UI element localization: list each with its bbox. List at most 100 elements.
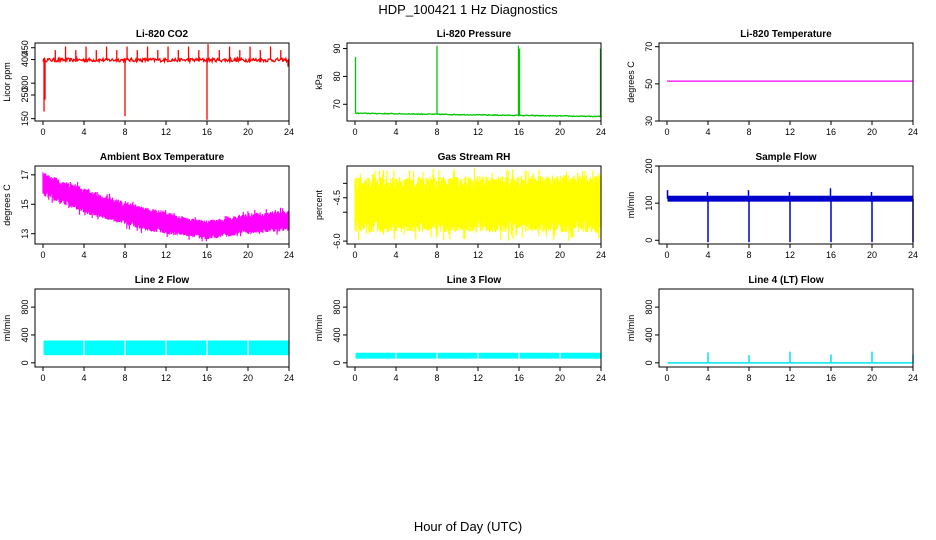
panel-6: Sample Flow ml/min 0 4 8 12 16 20 24 0 100 200	[626, 152, 918, 260]
x-tick-label: 16	[514, 250, 524, 260]
x-tick-label: 12	[473, 250, 483, 260]
x-tick-label: 8	[746, 127, 751, 137]
y-axis: 0 400 800	[644, 300, 659, 365]
y-tick-label: 450	[20, 40, 30, 55]
x-tick-label: 8	[434, 373, 439, 383]
y-axis: 0 400 800	[332, 300, 347, 365]
band-segment	[248, 340, 289, 356]
x-tick-label: 16	[202, 250, 212, 260]
panel-title: Line 2 Flow	[135, 275, 190, 286]
x-tick-label: 4	[81, 373, 86, 383]
y-tick-label: 90	[332, 44, 342, 54]
x-tick-label: 20	[555, 250, 565, 260]
plot-frame	[346, 288, 602, 368]
series	[355, 352, 601, 359]
y-axis-label: ml/min	[314, 315, 324, 342]
x-tick-label: 8	[122, 250, 127, 260]
panel-7: Line 2 Flow ml/min 0 4 8 12 16 20 24 0 400 800	[2, 275, 294, 383]
series	[354, 45, 602, 118]
x-tick-label: 8	[746, 373, 751, 383]
panel-8: Line 3 Flow ml/min 0 4 8 12 16 20 24 0 400 800	[314, 275, 606, 383]
x-tick-label: 12	[473, 127, 483, 137]
x-tick-label: 24	[284, 250, 294, 260]
y-axis: 0 100 200	[644, 158, 659, 243]
x-tick-label: 20	[867, 250, 877, 260]
series-line	[354, 112, 602, 118]
x-tick-label: 0	[40, 127, 45, 137]
x-tick-label: 0	[352, 127, 357, 137]
plot-frame	[658, 42, 914, 122]
x-tick-label: 8	[746, 250, 751, 260]
x-tick-label: 12	[161, 127, 171, 137]
x-tick-label: 12	[161, 250, 171, 260]
x-tick-label: 8	[434, 250, 439, 260]
y-tick-label: 0	[20, 360, 30, 365]
x-tick-label: 20	[243, 373, 253, 383]
y-tick-label: 400	[20, 327, 30, 342]
band-segment	[519, 352, 560, 359]
x-tick-label: 16	[202, 127, 212, 137]
figure-title: HDP_100421 1 Hz Diagnostics	[378, 2, 558, 17]
series-band	[354, 168, 602, 241]
y-axis-label: degrees C	[626, 61, 636, 103]
panel-title: Sample Flow	[755, 152, 816, 163]
x-tick-label: 0	[664, 250, 669, 260]
series	[667, 351, 914, 364]
band-segment	[207, 340, 248, 356]
panel-5: Gas Stream RH percent 0 4 8 12 16 20 24 -6.0 -4.5	[314, 152, 606, 260]
y-tick-label: 400	[644, 327, 654, 342]
series-band	[42, 172, 290, 242]
x-axis: 0 4 8 12 16 20 24	[664, 367, 918, 383]
x-tick-label: 4	[705, 127, 710, 137]
y-axis-label: ml/min	[2, 315, 12, 342]
plot-frame	[658, 165, 914, 245]
y-axis: 13 15 17	[20, 170, 35, 239]
x-tick-label: 12	[785, 127, 795, 137]
y-tick-label: 200	[644, 158, 654, 173]
x-axis: 0 4 8 12 16 20 24	[664, 244, 918, 260]
band-segment	[667, 362, 913, 364]
panel-9: Line 4 (LT) Flow ml/min 0 4 8 12 16 20 24 0 400 800	[626, 275, 918, 383]
x-axis: 0 4 8 12 16 20 24	[664, 121, 918, 137]
x-tick-label: 4	[81, 127, 86, 137]
series	[42, 172, 290, 242]
plot-frame	[658, 288, 914, 368]
y-tick-label: 800	[332, 300, 342, 315]
x-tick-label: 4	[705, 250, 710, 260]
band-segment	[355, 352, 396, 359]
panel-title: Li-820 Pressure	[437, 29, 512, 40]
band-segment	[43, 340, 84, 356]
x-tick-label: 4	[705, 373, 710, 383]
x-tick-label: 4	[393, 127, 398, 137]
x-tick-label: 24	[596, 373, 606, 383]
x-axis: 0 4 8 12 16 20 24	[40, 121, 294, 137]
band-segment	[396, 352, 437, 359]
y-tick-label: 250	[20, 87, 30, 102]
y-axis-label: kPa	[314, 74, 324, 90]
band-segment	[166, 340, 207, 356]
x-tick-label: 0	[40, 373, 45, 383]
panel-3: Li-820 Temperature degrees C 0 4 8 12 16 20 24 30…	[626, 29, 918, 137]
x-tick-label: 12	[473, 373, 483, 383]
y-tick-label: 17	[20, 170, 30, 180]
x-tick-label: 20	[555, 373, 565, 383]
y-axis-label: Licor ppm	[2, 62, 12, 102]
x-tick-label: 4	[393, 373, 398, 383]
panel-title: Line 4 (LT) Flow	[748, 275, 824, 286]
x-tick-label: 20	[243, 127, 253, 137]
x-tick-label: 24	[908, 127, 918, 137]
band-segment	[560, 352, 601, 359]
y-tick-label: 150	[20, 111, 30, 126]
y-tick-label: 400	[332, 327, 342, 342]
panel-title: Li-820 CO2	[136, 29, 189, 40]
y-tick-label: -6.0	[332, 233, 342, 249]
x-tick-label: 24	[284, 127, 294, 137]
x-tick-label: 0	[40, 250, 45, 260]
y-axis-label: percent	[314, 189, 324, 220]
panel-2: Li-820 Pressure kPa 0 4 8 12 16 20 24 70 80 90	[314, 29, 606, 137]
panel-4: Ambient Box Temperature degrees C 0 4 8 12 16 2…	[2, 152, 294, 260]
